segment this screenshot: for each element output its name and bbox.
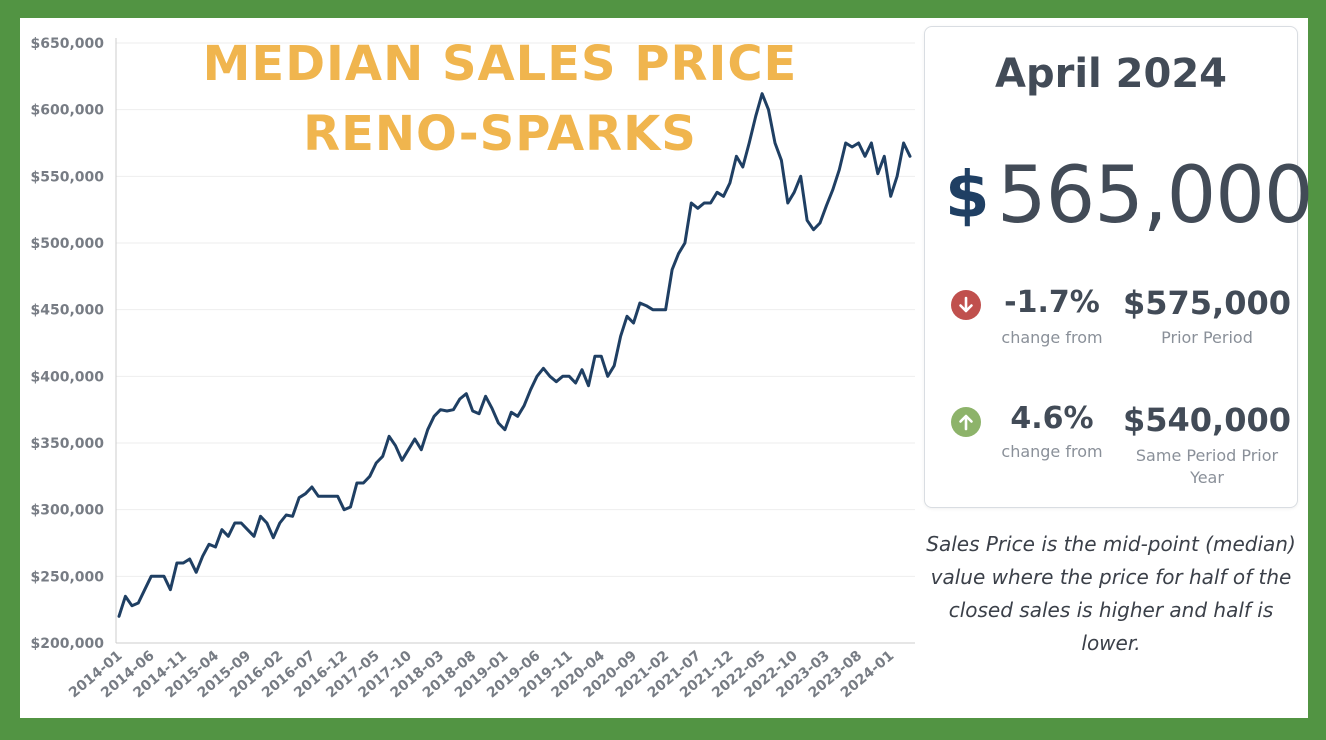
y-tick-label: $550,000 bbox=[30, 169, 104, 185]
period-label: April 2024 bbox=[995, 51, 1227, 97]
y-tick-label: $250,000 bbox=[30, 569, 104, 585]
y-tick-label: $400,000 bbox=[30, 369, 104, 385]
yoy-change-percent: 4.6% bbox=[1010, 401, 1094, 436]
infographic-canvas: $200,000 $250,000 $300,000 $350,000 $400,000… bbox=[20, 18, 1314, 718]
price-row: $ 565,000 bbox=[945, 151, 1314, 247]
mom-change-label: change from bbox=[1001, 328, 1103, 347]
arrow-up-icon bbox=[951, 407, 981, 437]
mom-change-percent: -1.7% bbox=[1004, 285, 1100, 320]
currency-symbol: $ bbox=[945, 159, 990, 233]
definition-note: Sales Price is the mid-point (median) va… bbox=[926, 532, 1296, 655]
prior-period-value: $575,000 bbox=[1122, 284, 1291, 322]
y-tick-label: $450,000 bbox=[30, 303, 104, 319]
y-tick-label: $200,000 bbox=[30, 636, 104, 652]
yoy-change-label: change from bbox=[1001, 442, 1103, 461]
series-line bbox=[117, 92, 912, 618]
same-period-prior-year-label: Same Period Prior Year bbox=[1135, 446, 1279, 487]
line-chart: $200,000 $250,000 $300,000 $350,000 $400,000… bbox=[30, 36, 915, 701]
chart-title-line2: RENO-SPARKS bbox=[303, 106, 697, 162]
y-tick-label: $650,000 bbox=[30, 36, 104, 52]
y-tick-label: $300,000 bbox=[30, 503, 104, 519]
chart-title-line1: MEDIAN SALES PRICE bbox=[202, 36, 798, 92]
median-price: 565,000 bbox=[997, 151, 1314, 241]
prior-period-label: Prior Period bbox=[1161, 328, 1253, 347]
y-tick-label: $350,000 bbox=[30, 436, 104, 452]
y-tick-label: $500,000 bbox=[30, 236, 104, 252]
summary-card: April 2024 $ 565,000 -1.7% change from $… bbox=[924, 26, 1314, 508]
arrow-down-icon bbox=[951, 290, 981, 320]
y-tick-label: $600,000 bbox=[30, 103, 104, 119]
same-period-prior-year-value: $540,000 bbox=[1122, 401, 1291, 439]
